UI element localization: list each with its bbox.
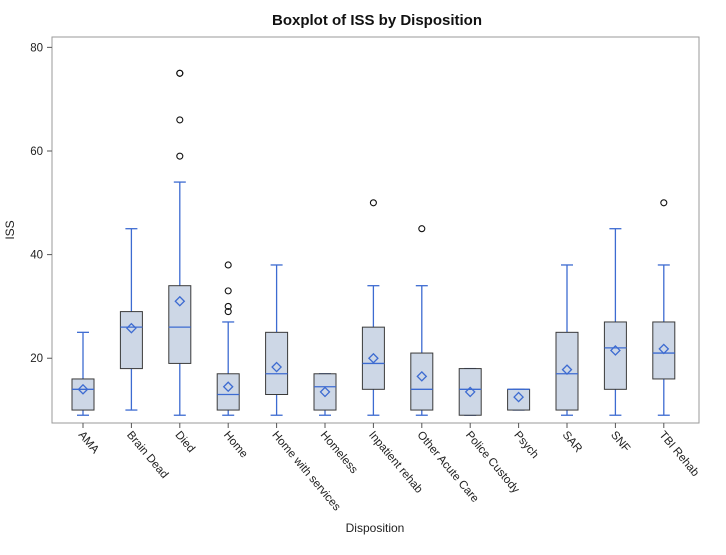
iqr-box	[168, 285, 192, 364]
plot-area-frame	[51, 36, 700, 424]
box-group	[265, 264, 289, 416]
y-axis: 20 40 60 80	[30, 42, 52, 365]
outlier-point	[176, 116, 184, 124]
x-tick-label: SAR	[560, 429, 584, 455]
box-group	[361, 199, 385, 416]
box-group	[507, 388, 531, 411]
box-group	[168, 69, 192, 416]
outlier-point	[176, 69, 184, 77]
mean-marker	[658, 343, 670, 355]
outlier-point	[224, 308, 232, 316]
mean-marker	[513, 391, 525, 403]
outlier-point	[660, 199, 668, 207]
x-tick-label: Home	[221, 429, 250, 460]
mean-marker	[125, 322, 137, 334]
box-group	[313, 373, 337, 416]
outlier-point	[369, 199, 377, 207]
y-axis-title: ISS	[3, 220, 17, 239]
chart-title: Boxplot of ISS by Disposition	[272, 12, 482, 29]
mean-marker	[609, 345, 621, 356]
iqr-box	[555, 331, 579, 411]
iqr-box	[458, 368, 482, 416]
outlier-point	[418, 225, 426, 233]
x-axis-title: Disposition	[346, 521, 405, 535]
y-tick-label: 80	[30, 42, 43, 54]
x-tick-label: Inpatient rehab	[366, 429, 425, 495]
x-axis: AMA Brain Dead Died Home Home with servicesH…	[76, 423, 701, 513]
x-tick-label: SNF	[608, 429, 632, 454]
iqr-box	[652, 321, 676, 380]
iqr-box	[361, 326, 385, 390]
mean-marker	[319, 386, 331, 398]
box-series	[71, 69, 676, 416]
box-group	[216, 261, 240, 416]
box-group	[603, 228, 627, 416]
mean-marker	[561, 364, 573, 376]
y-tick-label: 20	[30, 353, 43, 365]
box-group	[458, 367, 482, 416]
x-tick-label: Died	[173, 429, 197, 455]
mean-marker	[77, 383, 89, 395]
y-tick-label: 40	[30, 250, 43, 262]
iqr-box	[119, 311, 143, 370]
box-group	[71, 331, 95, 416]
box-group	[555, 264, 579, 416]
outlier-point	[224, 302, 232, 310]
mean-marker	[416, 370, 428, 382]
mean-marker	[464, 386, 476, 398]
x-tick-label: AMA	[76, 429, 101, 456]
x-tick-label: TBI Rehab	[657, 429, 702, 479]
y-tick-label: 60	[30, 146, 43, 158]
outlier-point	[224, 287, 232, 295]
outlier-point	[176, 152, 184, 160]
mean-marker	[174, 295, 186, 307]
mean-marker	[222, 381, 234, 393]
x-tick-label: Psych	[511, 429, 540, 461]
x-tick-label: Brain Dead	[124, 429, 170, 481]
box-group	[410, 225, 434, 416]
mean-marker	[271, 361, 283, 373]
x-tick-label: Homeless	[318, 429, 360, 476]
box-group	[652, 199, 676, 416]
box-group	[119, 228, 143, 411]
mean-marker	[367, 352, 379, 364]
iqr-box	[313, 373, 337, 411]
outlier-point	[224, 261, 232, 269]
